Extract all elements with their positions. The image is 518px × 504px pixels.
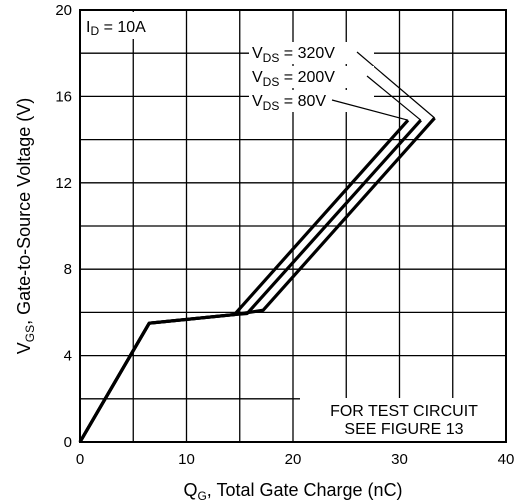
series-labels: VDS = 320V VDS = 200V VDS = 80V [249,42,436,121]
x-tick-label: 30 [391,451,408,468]
note-line-2: SEE FIGURE 13 [344,421,463,438]
y-tick-label: 4 [64,348,72,365]
x-axis-title: QG, Total Gate Charge (nC) [183,480,402,503]
series-leader-line [366,75,422,121]
x-tick-label: 20 [285,451,302,468]
note-line-1: FOR TEST CIRCUIT [330,403,478,420]
x-tick-label: 40 [498,451,515,468]
series-label-bg [249,90,374,112]
y-tick-label: 20 [55,2,72,19]
series-label-2: VDS = 320V [252,45,335,65]
series-label-bg [249,42,374,64]
condition-label: ID = 10A [86,19,146,38]
series-label-1: VDS = 200V [252,69,335,89]
note-box [300,398,505,441]
series-line-2 [78,116,436,443]
y-tick-label: 8 [64,261,72,278]
series-lines [78,116,436,443]
series-leader-line [331,99,409,121]
condition-box [82,12,162,39]
series-leader-line [356,51,436,119]
series-label-bg [249,66,374,88]
y-tick-label: 0 [64,434,72,451]
y-tick-label: 12 [55,175,72,192]
x-tick-label: 0 [76,451,84,468]
x-tick-labels: 0 10 20 30 40 [76,451,515,468]
x-tick-label: 10 [178,451,195,468]
y-axis-title: VGS, Gate-to-Source Voltage (V) [14,98,37,354]
series-label-0: VDS = 80V [252,93,326,113]
plot-frame [79,9,507,443]
y-tick-label: 16 [55,88,72,105]
y-tick-labels: 0 4 8 12 16 20 [55,2,72,451]
